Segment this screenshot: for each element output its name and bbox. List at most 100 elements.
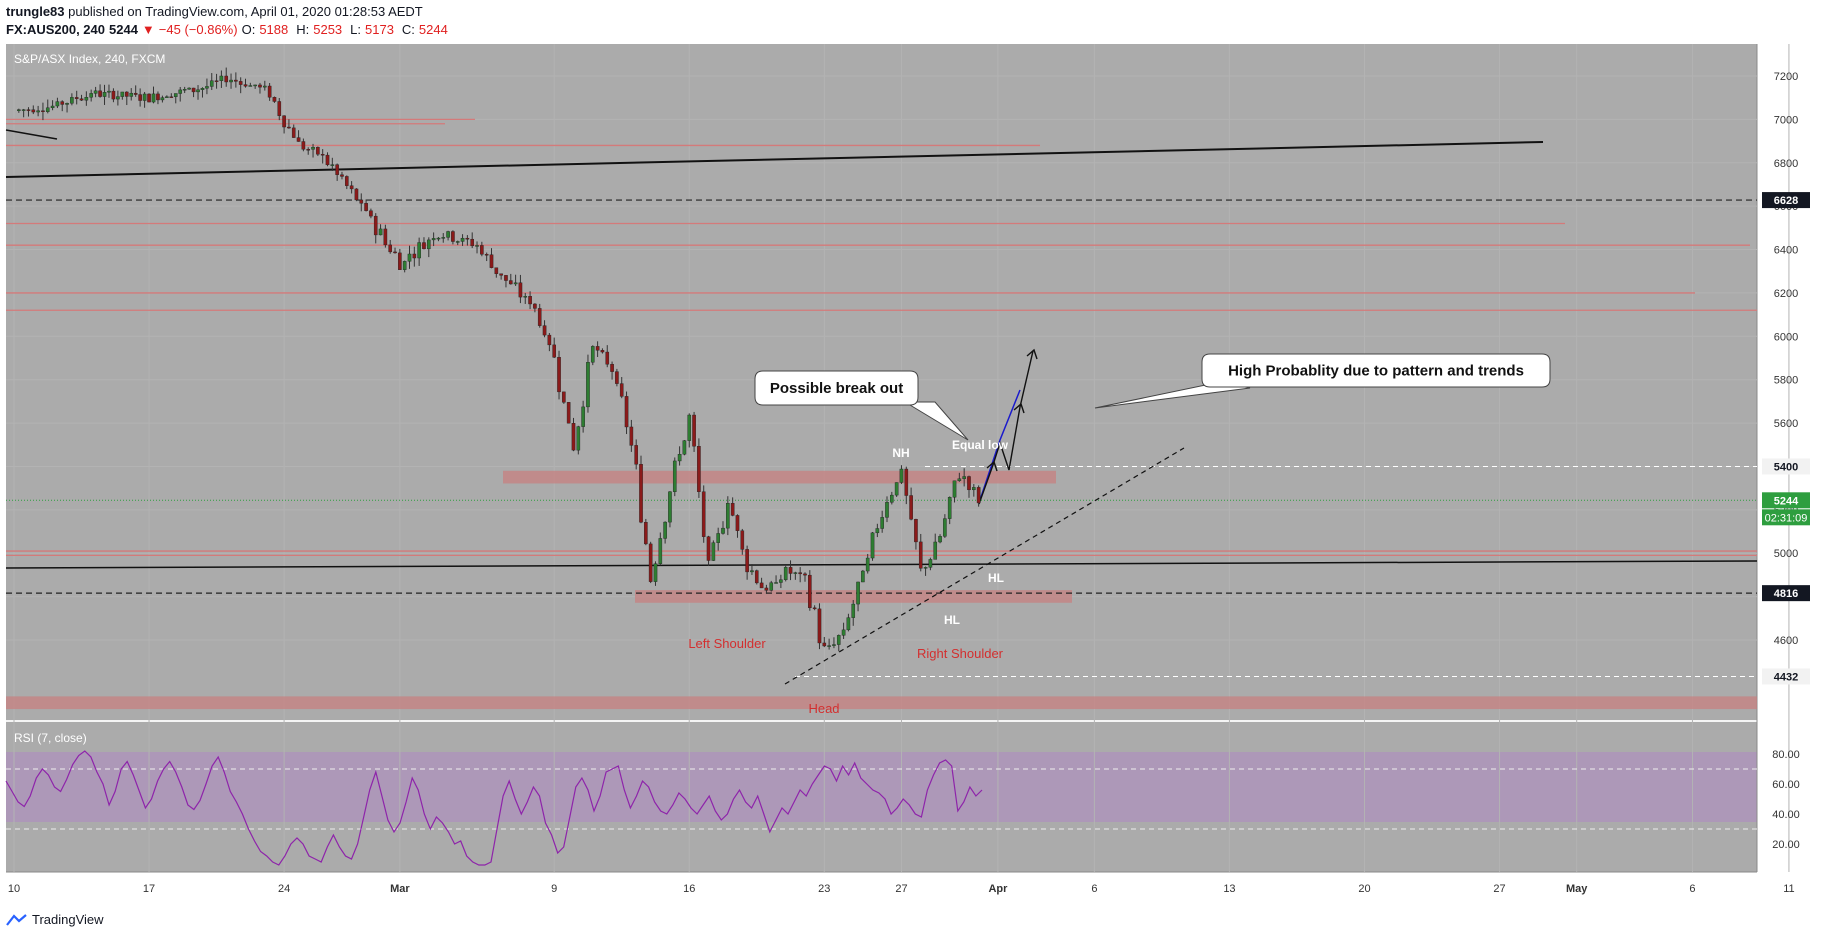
author-name[interactable]: trungle83 xyxy=(6,4,65,19)
candle xyxy=(947,496,952,519)
candle xyxy=(31,109,36,113)
time-tick-label: 6 xyxy=(1689,883,1695,895)
candle xyxy=(26,109,31,111)
candle xyxy=(658,538,663,564)
candle xyxy=(571,423,576,451)
candle xyxy=(586,362,590,408)
candle xyxy=(93,90,98,94)
price-tick-label: 7000 xyxy=(1774,114,1798,126)
callout-text: Possible break out xyxy=(770,380,903,397)
candle xyxy=(846,617,851,631)
rsi-title: RSI (7, close) xyxy=(14,731,87,745)
candle xyxy=(644,522,648,545)
candle xyxy=(165,96,169,98)
candle xyxy=(79,98,84,101)
candle xyxy=(340,174,344,177)
candle xyxy=(441,237,446,239)
candle xyxy=(296,137,301,142)
candle xyxy=(817,608,822,644)
candle xyxy=(470,238,475,247)
price-marker-label: 4816 xyxy=(1774,588,1798,600)
candle xyxy=(50,105,55,109)
candle xyxy=(672,460,677,492)
candle xyxy=(933,541,938,560)
candle xyxy=(484,254,489,256)
candle xyxy=(354,188,359,201)
chart-title: S&P/ASX Index, 240, FXCM xyxy=(14,52,165,66)
candle xyxy=(369,210,373,217)
down-arrow-icon: ▼ xyxy=(141,22,155,37)
candle xyxy=(70,97,74,104)
candle xyxy=(120,91,125,97)
candle xyxy=(595,346,600,351)
candle xyxy=(701,491,706,537)
candle xyxy=(178,89,183,94)
candle xyxy=(451,231,455,242)
candle xyxy=(373,215,378,236)
candle xyxy=(808,574,812,609)
candle xyxy=(494,267,499,274)
candle xyxy=(200,88,205,90)
time-axis[interactable]: 10 17 24 Mar 9 16 23 27 Apr 6 13 20 27 May 6 11 xyxy=(8,883,1795,895)
candle xyxy=(229,79,233,83)
candle xyxy=(822,642,827,647)
candle xyxy=(745,549,749,573)
chart-header: trungle83 published on TradingView.com, … xyxy=(6,3,456,39)
candle xyxy=(60,101,65,105)
candle xyxy=(173,93,178,97)
candle xyxy=(504,275,508,281)
published-text: published on TradingView.com, April 01, … xyxy=(68,4,423,19)
candle xyxy=(711,542,716,561)
candle xyxy=(581,406,585,427)
rsi-band-fill xyxy=(6,752,1757,822)
candle xyxy=(205,86,209,89)
callout-box xyxy=(754,370,919,406)
candle xyxy=(383,228,388,246)
candle xyxy=(291,127,296,138)
candle xyxy=(841,629,846,636)
brand-label: TradingView xyxy=(32,912,104,927)
candle xyxy=(364,203,368,211)
time-tick-label: 6 xyxy=(1091,883,1097,895)
candle xyxy=(98,90,102,97)
candle xyxy=(721,527,725,534)
tradingview-brand[interactable]: TradingView xyxy=(6,912,104,927)
candle xyxy=(330,164,335,166)
price-axis[interactable]: 4600480050005200540056005800600062006400… xyxy=(1762,71,1810,685)
candle xyxy=(142,93,147,101)
candle xyxy=(45,107,50,112)
rsi-tick-label: 60.00 xyxy=(1772,779,1800,791)
price-tick-label: 6800 xyxy=(1774,158,1798,170)
candle xyxy=(398,252,402,270)
candle xyxy=(764,587,769,591)
candle xyxy=(277,101,282,116)
time-tick-label: 20 xyxy=(1358,883,1370,895)
candle xyxy=(89,93,93,98)
candle xyxy=(219,75,224,81)
projection-path xyxy=(978,350,1034,505)
candle xyxy=(191,87,196,93)
price-tick-label: 6000 xyxy=(1774,331,1798,343)
rsi-axis[interactable]: 20.00 40.00 60.00 80.00 xyxy=(1772,749,1800,851)
candle xyxy=(783,567,788,580)
candle xyxy=(668,491,672,523)
drawings xyxy=(5,129,1758,685)
candle xyxy=(542,325,547,336)
candle xyxy=(320,153,325,156)
candle xyxy=(976,487,981,504)
candle xyxy=(422,242,426,250)
high-label: H: xyxy=(296,22,310,37)
candle xyxy=(547,334,552,346)
candle xyxy=(124,91,129,97)
candle xyxy=(923,567,928,569)
candle xyxy=(426,239,431,250)
price-marker-label: 5400 xyxy=(1774,461,1798,473)
candle xyxy=(393,251,397,254)
time-tick-label: 9 xyxy=(551,883,557,895)
time-tick-label: 24 xyxy=(278,883,290,895)
candle xyxy=(653,563,658,582)
candle xyxy=(730,503,735,516)
price-marker xyxy=(1762,458,1810,475)
price-marker xyxy=(1762,492,1810,509)
